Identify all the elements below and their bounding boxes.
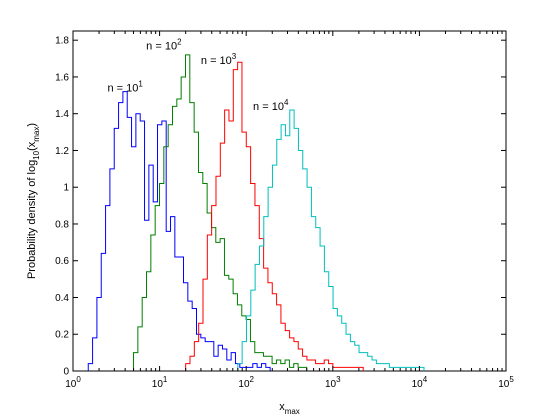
plot-area: [72, 30, 507, 372]
x-axis: 100 101 102 103 104 105: [65, 31, 514, 390]
series-3-label: n = 103: [201, 52, 237, 67]
x-tick-label: 104: [412, 375, 428, 390]
series-4-label: n = 104: [253, 98, 289, 113]
y-tick-label: 0.8: [55, 219, 69, 230]
x-tick-label: 102: [238, 375, 254, 390]
x-tick-label: 103: [325, 375, 341, 390]
y-tick-label: 0.6: [55, 256, 69, 267]
y-axis-title: Probability density of log10(xmax): [26, 123, 41, 279]
series-2-line: [133, 54, 308, 371]
y-tick-label: 0: [63, 367, 69, 378]
y-tick-label: 1.8: [55, 36, 69, 47]
y-axis: 0 0.2 0.4 0.6 0.8 1 1.2 1.4 1.6 1.8: [55, 36, 506, 378]
y-tick-label: 1.2: [55, 146, 69, 157]
y-tick-label: 0.4: [55, 293, 69, 304]
series-1-label: n = 101: [107, 80, 143, 95]
x-tick-label: 101: [152, 375, 168, 390]
series-2-label: n = 102: [146, 37, 182, 52]
annotation-layer: n = 101 n = 102 n = 103 n = 104: [107, 37, 288, 113]
x-axis-title: xmax: [279, 401, 300, 416]
y-tick-label: 0.2: [55, 330, 69, 341]
series-4-line: [237, 109, 425, 371]
y-tick-label: 1.4: [55, 109, 69, 120]
x-tick-label: 105: [498, 375, 514, 390]
series-layer: [87, 54, 425, 371]
y-tick-label: 1: [63, 183, 69, 194]
series-3-line: [185, 61, 364, 371]
x-tick-label: 100: [65, 375, 81, 390]
y-tick-label: 1.6: [55, 72, 69, 83]
